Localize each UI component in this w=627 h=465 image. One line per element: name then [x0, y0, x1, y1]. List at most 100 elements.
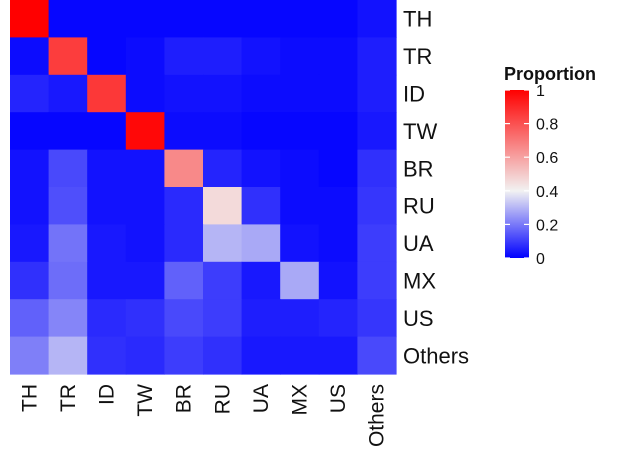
heatmap-cell — [203, 336, 243, 375]
y-tick-label: UA — [403, 231, 434, 256]
x-tick-label: US — [327, 384, 350, 413]
heatmap-cell — [241, 74, 281, 113]
heatmap-cell — [203, 187, 243, 225]
heatmap-cell — [203, 112, 243, 151]
heatmap-cell — [164, 0, 204, 38]
heatmap-cell — [164, 37, 204, 76]
heatmap-cell — [280, 299, 320, 338]
heatmap-cell — [87, 299, 127, 338]
legend-tick-label: 0.8 — [536, 117, 558, 134]
heatmap-cell — [10, 0, 50, 38]
legend-tick-label: 0.4 — [536, 184, 558, 201]
heatmap-cell — [357, 74, 397, 113]
heatmap-cell — [10, 187, 50, 225]
heatmap-cell — [10, 37, 50, 76]
legend-title: Proportion — [504, 64, 596, 84]
heatmap-cell — [10, 112, 50, 151]
heatmap-cell — [164, 299, 204, 338]
heatmap-cell — [125, 261, 165, 300]
heatmap-cell — [48, 299, 88, 338]
heatmap-cell — [48, 336, 88, 375]
heatmap-cell — [125, 149, 165, 188]
heatmap-cell — [357, 37, 397, 76]
legend-tick-label: 0 — [536, 251, 545, 268]
heatmap-cell — [10, 336, 50, 375]
heatmap-cell — [164, 74, 204, 113]
heatmap-cell — [241, 112, 281, 151]
heatmap-cell — [125, 224, 165, 263]
heatmap-cell — [125, 37, 165, 76]
heatmap-cell — [48, 37, 88, 76]
heatmap-cell — [357, 299, 397, 338]
heatmap-cell-group — [10, 0, 397, 375]
heatmap-cell — [164, 187, 204, 225]
heatmap-cell — [87, 224, 127, 263]
y-tick-label: RU — [403, 194, 435, 219]
heatmap-cell — [87, 74, 127, 113]
heatmap-cell — [357, 224, 397, 263]
heatmap-cell — [241, 336, 281, 375]
heatmap-cell — [87, 112, 127, 151]
legend-ticks: 0 0.2 0.4 0.6 0.8 1 — [505, 83, 558, 268]
heatmap-cell — [203, 74, 243, 113]
heatmap-cell — [203, 37, 243, 76]
heatmap-cell — [318, 261, 358, 300]
x-tick-label: RU — [211, 384, 234, 414]
x-tick-label: BR — [173, 384, 196, 413]
y-tick-label: TW — [403, 119, 437, 144]
heatmap-cell — [241, 261, 281, 300]
heatmap-cell — [125, 336, 165, 375]
heatmap-cell — [280, 74, 320, 113]
x-axis-labels: TH TR ID TW BR RU UA MX US Others — [18, 384, 388, 447]
heatmap-cell — [357, 336, 397, 375]
heatmap-cell — [164, 112, 204, 151]
legend-tick-label: 0.2 — [536, 217, 558, 234]
heatmap-cell — [87, 261, 127, 300]
legend: Proportion 0 0.2 0.4 0.6 0.8 1 — [504, 64, 596, 268]
heatmap-cell — [203, 261, 243, 300]
heatmap-cell — [318, 149, 358, 188]
heatmap-cell — [164, 261, 204, 300]
heatmap-cell — [241, 149, 281, 188]
heatmap-cell — [357, 0, 397, 38]
y-tick-label: BR — [403, 156, 434, 181]
y-axis-labels: TH TR ID TW BR RU UA MX US Others — [403, 7, 469, 369]
heatmap-cell — [10, 74, 50, 113]
heatmap-cell — [203, 0, 243, 38]
heatmap-cell — [357, 149, 397, 188]
x-tick-label: UA — [250, 384, 273, 413]
heatmap-cell — [318, 336, 358, 375]
heatmap-cell — [87, 187, 127, 225]
legend-color-bar — [505, 90, 529, 258]
heatmap-cell — [48, 0, 88, 38]
heatmap-cell — [87, 37, 127, 76]
heatmap-cell — [241, 37, 281, 76]
x-tick-label: TW — [134, 384, 157, 417]
heatmap-cell — [164, 224, 204, 263]
heatmap-cell — [318, 224, 358, 263]
heatmap-cell — [48, 187, 88, 225]
legend-tick-label: 1 — [536, 83, 545, 100]
heatmap-cell — [280, 187, 320, 225]
heatmap-cell — [125, 0, 165, 38]
heatmap-cell — [203, 224, 243, 263]
y-tick-label: MX — [403, 269, 436, 294]
heatmap-cell — [87, 336, 127, 375]
heatmap-cell — [280, 261, 320, 300]
y-tick-label: ID — [403, 82, 425, 107]
heatmap-cell — [318, 0, 358, 38]
heatmap-cell — [87, 149, 127, 188]
heatmap-cell — [48, 149, 88, 188]
heatmap-cell — [357, 187, 397, 225]
x-tick-label: TH — [18, 384, 41, 412]
legend-tick-label: 0.6 — [536, 150, 558, 167]
heatmap-cell — [48, 261, 88, 300]
heatmap-cell — [125, 112, 165, 151]
y-tick-label: Others — [403, 343, 469, 368]
heatmap-cell — [280, 37, 320, 76]
heatmap-cell — [280, 112, 320, 151]
heatmap-cell — [318, 299, 358, 338]
heatmap-cell — [241, 187, 281, 225]
y-tick-label: TR — [403, 44, 432, 69]
